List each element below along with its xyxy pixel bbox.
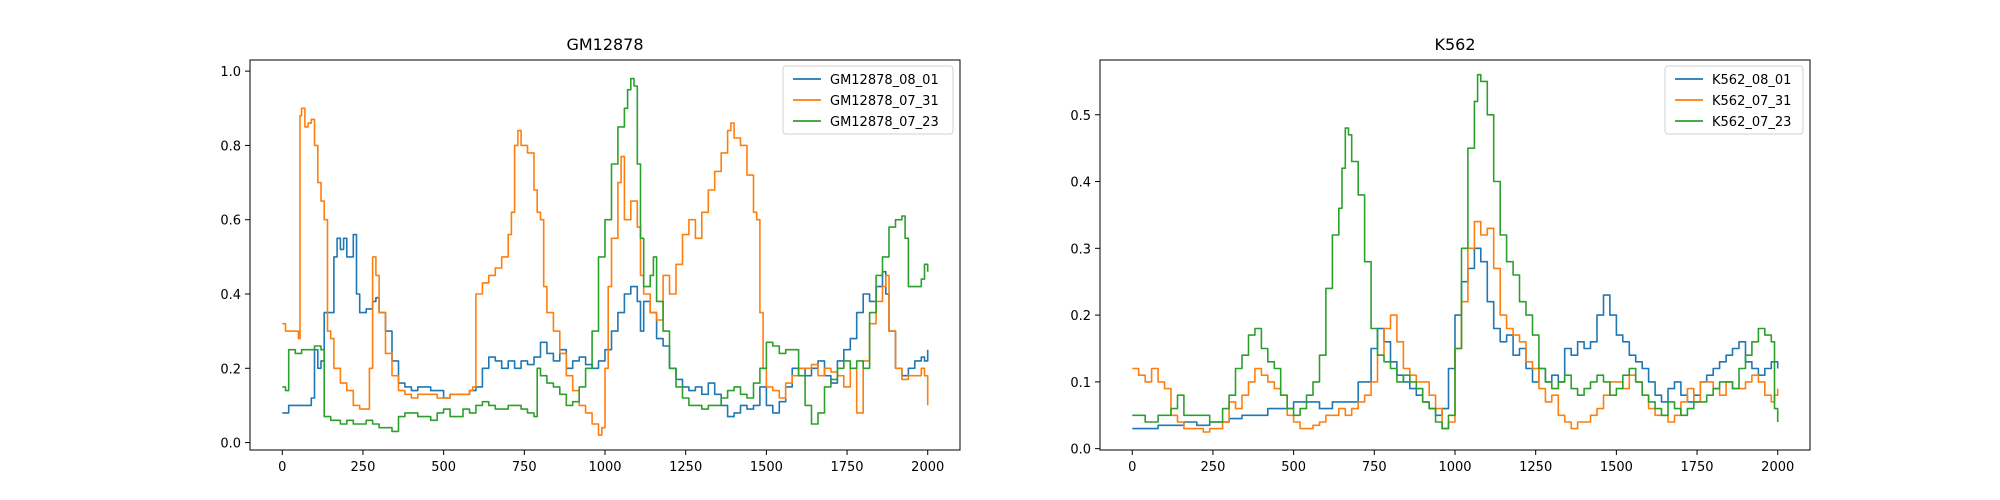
chart-k562: K562 0 250 500 750 1000 1250 1500 1750 2000 0.00…	[1070, 35, 1811, 475]
legend-label: K562_07_31	[1712, 94, 1791, 109]
legend-label: GM12878_08_01	[830, 73, 939, 88]
chart-gm12878: GM12878 0 250 500 750 1000 1250 1500 1750 2000 0…	[220, 35, 961, 475]
y-axis-ticks: 0.0 0.1 0.2 0.3 0.4 0.5	[1070, 109, 1100, 458]
x-axis-ticks: 0 250 500 750 1000 1250 1500 1750 2000	[278, 450, 944, 475]
x-tick-label: 1500	[750, 460, 783, 475]
legend-label: K562_07_23	[1712, 115, 1791, 130]
legend-entry: K562_08_01	[1675, 73, 1791, 88]
y-tick-label: 0.2	[220, 362, 241, 377]
y-tick-label: 0.4	[220, 288, 241, 303]
y-tick-label: 0.0	[220, 437, 241, 452]
legend-label: GM12878_07_23	[830, 115, 939, 130]
legend-entry: GM12878_08_01	[793, 73, 939, 88]
y-tick-label: 0.3	[1070, 242, 1091, 257]
x-tick-label: 750	[1362, 460, 1387, 475]
x-tick-label: 1750	[1680, 460, 1713, 475]
x-axis-ticks: 0 250 500 750 1000 1250 1500 1750 2000	[1128, 450, 1794, 475]
axes-frame	[249, 59, 961, 451]
chart-title: GM12878	[566, 35, 643, 54]
legend-entry: K562_07_31	[1675, 94, 1791, 109]
x-tick-label: 250	[1201, 460, 1226, 475]
y-tick-label: 0.5	[1070, 109, 1091, 124]
x-tick-label: 750	[512, 460, 537, 475]
x-tick-label: 1000	[1438, 460, 1471, 475]
y-tick-label: 1.0	[220, 65, 241, 80]
x-tick-label: 0	[278, 460, 286, 475]
x-tick-label: 1750	[830, 460, 863, 475]
legend: K562_08_01 K562_07_31 K562_07_23	[1664, 65, 1804, 135]
y-axis-ticks: 0.0 0.2 0.4 0.6 0.8 1.0	[220, 65, 250, 452]
legend-entry: GM12878_07_23	[793, 115, 939, 130]
plot-lines	[282, 77, 929, 436]
chart-title: K562	[1434, 35, 1475, 54]
x-tick-label: 0	[1128, 460, 1136, 475]
x-tick-label: 1250	[669, 460, 702, 475]
x-tick-label: 2000	[1761, 460, 1794, 475]
y-tick-label: 0.1	[1070, 376, 1091, 391]
legend-box	[1664, 65, 1804, 135]
series-line	[282, 107, 929, 436]
plot-lines	[1132, 73, 1779, 433]
series-line	[282, 77, 929, 433]
legend-label: GM12878_07_31	[830, 94, 939, 109]
x-tick-label: 2000	[911, 460, 944, 475]
x-tick-label: 250	[351, 460, 376, 475]
series-line	[1132, 73, 1779, 430]
x-tick-label: 500	[1281, 460, 1306, 475]
legend-entry: K562_07_23	[1675, 115, 1791, 130]
y-tick-label: 0.2	[1070, 309, 1091, 324]
x-tick-label: 1000	[588, 460, 621, 475]
legend-entry: GM12878_07_31	[793, 94, 939, 109]
legend-label: K562_08_01	[1712, 73, 1791, 88]
y-tick-label: 0.6	[220, 214, 241, 229]
legend: GM12878_08_01 GM12878_07_31 GM12878_07_2…	[782, 65, 954, 135]
axes-frame	[1099, 59, 1811, 451]
x-tick-label: 1250	[1519, 460, 1552, 475]
y-tick-label: 0.0	[1070, 443, 1091, 458]
y-tick-label: 0.4	[1070, 176, 1091, 191]
y-tick-label: 0.8	[220, 139, 241, 154]
legend-box	[782, 65, 954, 135]
x-tick-label: 500	[431, 460, 456, 475]
x-tick-label: 1500	[1600, 460, 1633, 475]
